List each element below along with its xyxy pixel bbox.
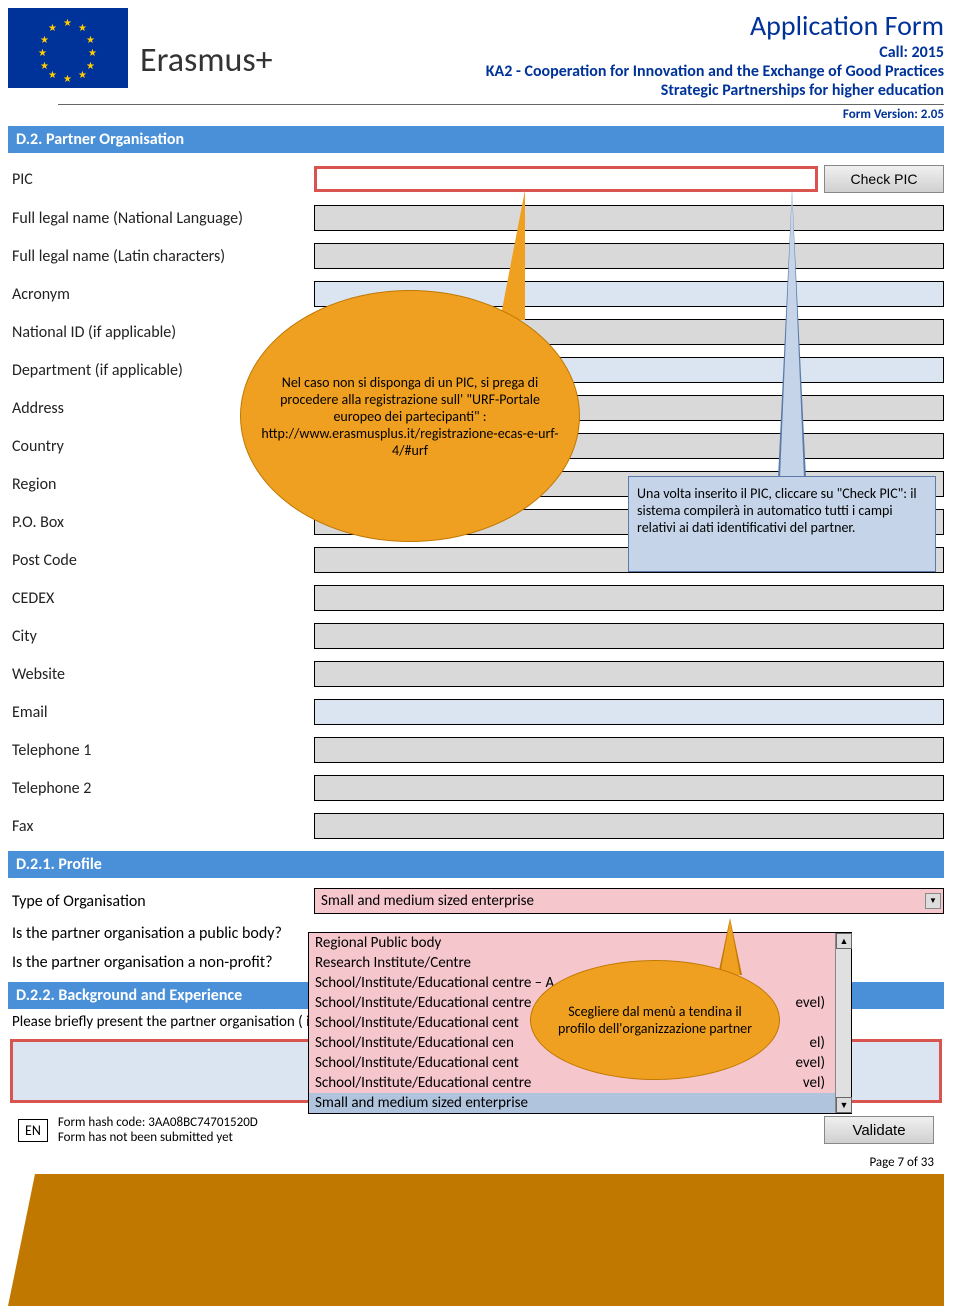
form-version: Form Version: 2.05: [8, 107, 944, 122]
chevron-down-icon[interactable]: ▼: [925, 893, 941, 909]
telephone2-input[interactable]: [314, 775, 944, 801]
post-code-label: Post Code: [8, 551, 308, 570]
callout-blue: Una volta inserito il PIC, cliccare su "…: [628, 476, 936, 572]
page-title: Application Form: [285, 8, 944, 43]
national-id-label: National ID (if applicable): [8, 323, 308, 342]
po-box-label: P.O. Box: [8, 513, 308, 532]
email-input[interactable]: [314, 699, 944, 725]
logo-text: Erasmus+: [140, 40, 273, 81]
website-input[interactable]: [314, 661, 944, 687]
full-legal-latin-input[interactable]: [314, 243, 944, 269]
type-org-selected: Small and medium sized enterprise: [321, 892, 534, 910]
full-legal-latin-label: Full legal name (Latin characters): [8, 247, 308, 266]
section-d2-header: D.2. Partner Organisation: [8, 126, 944, 153]
language-box[interactable]: EN: [18, 1119, 48, 1142]
pic-input[interactable]: [314, 166, 818, 192]
fax-input[interactable]: [314, 813, 944, 839]
eu-flag: ★ ★ ★ ★ ★ ★ ★ ★ ★ ★ ★ ★: [8, 8, 128, 88]
pic-label: PIC: [8, 170, 308, 189]
telephone1-input[interactable]: [314, 737, 944, 763]
city-label: City: [8, 627, 308, 646]
validate-button[interactable]: Validate: [824, 1116, 934, 1144]
cedex-input[interactable]: [314, 585, 944, 611]
fax-label: Fax: [8, 817, 308, 836]
type-org-dropdown[interactable]: Small and medium sized enterprise ▼: [314, 888, 944, 914]
dropdown-option[interactable]: Research Institute/Centre: [309, 953, 851, 973]
public-body-label: Is the partner organisation a public bod…: [8, 924, 308, 943]
page-number: Page 7 of 33: [8, 1151, 944, 1174]
type-org-label: Type of Organisation: [8, 892, 308, 911]
callout-orange-small: Scegliere dal menù a tendina il profilo …: [530, 960, 780, 1080]
full-legal-national-label: Full legal name (National Language): [8, 209, 308, 228]
telephone1-label: Telephone 1: [8, 741, 308, 760]
dropdown-option-selected[interactable]: Small and medium sized enterprise: [309, 1093, 851, 1113]
dropdown-scrollbar[interactable]: ▲ ▼: [835, 933, 851, 1113]
scroll-down-icon[interactable]: ▼: [836, 1097, 852, 1113]
dropdown-option[interactable]: School/Institute/Educational centrevel): [309, 1073, 851, 1093]
scroll-up-icon[interactable]: ▲: [836, 933, 852, 949]
email-label: Email: [8, 703, 308, 722]
cedex-label: CEDEX: [8, 589, 308, 608]
non-profit-label: Is the partner organisation a non-profit…: [8, 953, 308, 972]
section-d21-header: D.2.1. Profile: [8, 851, 944, 878]
full-legal-national-input[interactable]: [314, 205, 944, 231]
city-input[interactable]: [314, 623, 944, 649]
form-submitted-status: Form has not been submitted yet: [58, 1130, 258, 1145]
call-year: Call: 2015: [285, 43, 944, 62]
callout-orange-main: Nel caso non si disponga di un PIC, si p…: [240, 290, 580, 542]
check-pic-button[interactable]: Check PIC: [824, 165, 944, 193]
website-label: Website: [8, 665, 308, 684]
subtitle-2: Strategic Partnerships for higher educat…: [285, 81, 944, 100]
subtitle-1: KA2 - Cooperation for Innovation and the…: [285, 62, 944, 81]
dropdown-option[interactable]: Regional Public body: [309, 933, 851, 953]
telephone2-label: Telephone 2: [8, 779, 308, 798]
form-hash: Form hash code: 3AA08BC74701520D: [58, 1115, 258, 1130]
acronym-label: Acronym: [8, 285, 308, 304]
